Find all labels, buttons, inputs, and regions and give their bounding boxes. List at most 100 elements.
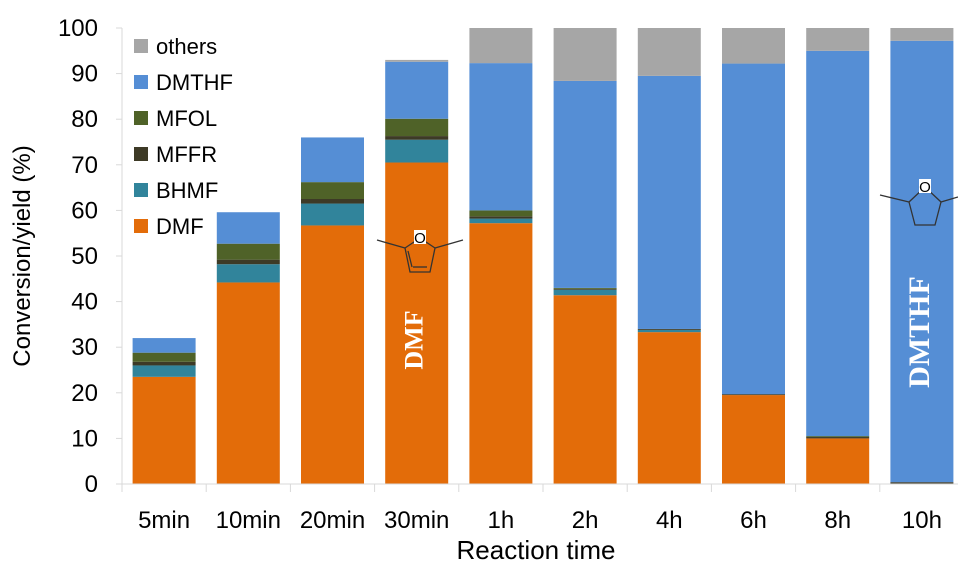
bar-segment-others-1h [469,28,533,64]
legend-swatch-mffr [134,147,148,161]
bar-stack-2h [553,28,617,484]
x-tick-label-10min: 10min [216,507,281,534]
dmf-structure-icon: O [376,230,464,273]
bar-segment-dmf-10min [216,282,280,484]
bar-segment-others-8h [806,28,870,51]
bar-segment-dmf-2h [553,295,617,484]
bar-segment-bhmf-1h [469,218,533,224]
bar-annotations: DMF DMTHF [400,276,936,388]
bar-segment-mffr-1h [469,216,533,219]
y-tick-label: 80 [71,106,98,133]
y-tick-label: 40 [71,289,98,316]
x-tick-label-20min: 20min [300,507,365,534]
legend-label-bhmf: BHMF [156,178,218,203]
bar-segment-bhmf-5min [132,365,196,377]
x-tick-label-1h: 1h [488,507,515,534]
bar-segment-mffr-6h [722,394,785,396]
y-axis-label: Conversion/yield (%) [9,145,36,366]
bar-segment-others-4h [637,28,701,76]
x-tick-label-6h: 6h [740,507,767,534]
bar-segment-mfol-5min [132,352,196,362]
x-tick-labels: 5min 10min 20min 30min 1h 2h 4h 6h 8h 10h [121,484,942,534]
bar-segment-dmthf-1h [469,63,533,211]
bar-segment-mffr-2h [553,288,617,290]
y-tick-label: 30 [71,334,98,361]
bar-segment-dmf-8h [806,438,870,484]
bar-segment-dmthf-20min [301,137,364,183]
y-tick-label: 70 [71,152,98,179]
plot-area [132,28,954,484]
legend-label-dmf: DMF [156,214,204,239]
legend-swatch-mfol [134,111,148,125]
bar-segment-dmf-1h [469,223,533,484]
y-tick-label: 100 [58,15,98,42]
bar-segment-mfol-30min [385,118,449,137]
legend-label-mffr: MFFR [156,142,217,167]
bar-annotation-dmf: DMF [400,310,429,369]
bar-segment-mffr-5min [132,361,196,366]
legend-label-others: others [156,34,217,59]
bar-segment-mffr-4h [637,328,701,330]
bar-segment-bhmf-4h [637,329,701,333]
bar-segment-dmf-5min [132,376,196,484]
bar-segment-dmthf-2h [553,80,617,288]
legend-swatch-bhmf [134,183,148,197]
bar-segment-dmthf-4h [637,75,701,329]
bar-segment-dmf-20min [301,225,364,484]
bar-segment-mffr-10min [216,259,280,265]
bar-segment-dmthf-10min [216,212,280,244]
legend-swatch-dmf [134,219,148,233]
x-tick-label-10h: 10h [902,507,942,534]
x-axis-label: Reaction time [457,535,616,565]
bar-segment-mffr-10h [890,482,954,484]
legend-label-mfol: MFOL [156,106,217,131]
bar-stack-30min [385,59,449,484]
dmthf-structure-icon: O [879,179,958,226]
bar-segment-mfol-10min [216,243,280,260]
bar-segment-dmf-30min [385,162,449,484]
bar-segment-mffr-8h [806,437,870,439]
y-tick-labels: 0 10 20 30 40 50 60 70 80 90 100 [58,15,122,498]
bar-segment-others-10h [890,28,954,41]
x-tick-label-4h: 4h [656,507,683,534]
bar-stack-8h [806,28,870,484]
bar-segment-dmthf-10h [890,40,954,483]
legend: others DMTHF MFOL MFFR BHMF DMF [134,34,233,239]
x-tick-label-30min: 30min [384,507,449,534]
bar-segment-dmthf-6h [722,63,785,395]
bar-annotation-dmthf: DMTHF [903,276,936,388]
y-tick-label: 60 [71,197,98,224]
x-tick-label-8h: 8h [824,507,851,534]
y-tick-label: 50 [71,243,98,270]
legend-swatch-others [134,39,148,53]
bar-stack-1h [469,28,533,484]
legend-swatch-dmthf [134,75,148,89]
legend-label-dmthf: DMTHF [156,70,233,95]
bar-segment-others-2h [553,28,617,81]
bar-stack-5min [132,338,196,484]
bar-segment-mffr-20min [301,199,364,204]
y-tick-label: 20 [71,380,98,407]
dmf-structure-oxygen: O [414,230,426,247]
bar-segment-bhmf-30min [385,139,449,163]
bar-segment-dmthf-5min [132,338,196,353]
bar-segment-bhmf-2h [553,289,617,296]
bar-segment-mffr-30min [385,136,449,140]
bar-segment-bhmf-10min [216,264,280,283]
bar-stack-20min [301,137,364,484]
dmthf-structure-oxygen: O [919,179,931,196]
bar-segment-mfol-2h [553,287,617,289]
bar-segment-others-6h [722,28,785,64]
y-tick-label: 10 [71,425,98,452]
bar-segment-others-30min [385,59,449,62]
y-tick-label: 0 [85,471,98,498]
bar-segment-dmf-4h [637,332,701,484]
bar-segment-dmf-6h [722,395,785,484]
bar-segment-dmthf-8h [806,50,870,437]
bar-stack-6h [722,28,785,484]
bar-segment-bhmf-20min [301,203,364,226]
y-tick-label: 90 [71,61,98,88]
bar-segment-mfol-20min [301,182,364,199]
x-tick-label-5min: 5min [138,507,190,534]
